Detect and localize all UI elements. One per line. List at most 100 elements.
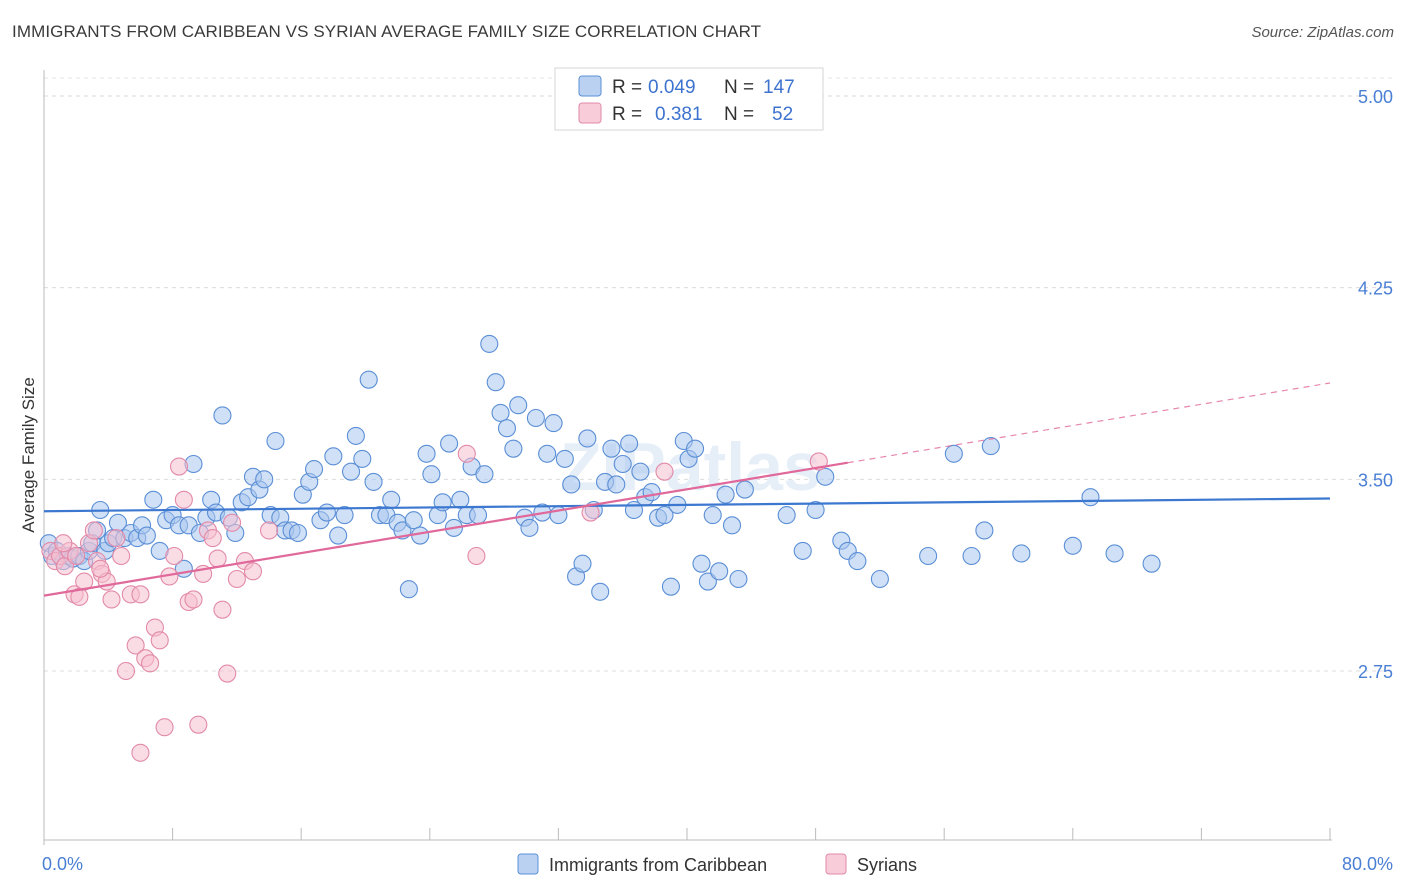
x-tick-label-1: 80.0% — [1342, 854, 1393, 874]
syrians-point-21 — [141, 654, 160, 673]
syrians-point-9 — [84, 521, 103, 540]
caribbean-point-93 — [562, 475, 581, 494]
caribbean-point-72 — [440, 434, 459, 453]
caribbean-point-42 — [266, 431, 285, 451]
stats-legend: R = 0.049 N = 147 R = 0.381 N = 52 — [554, 67, 824, 131]
caribbean-point-107 — [642, 483, 661, 502]
caribbean-point-129 — [848, 552, 867, 571]
caribbean-point-95 — [573, 554, 592, 573]
syrians-point-15 — [112, 546, 131, 566]
series-legend-label-caribbean: Immigrants from Caribbean — [549, 855, 767, 875]
syrians-point-42 — [259, 521, 279, 540]
syrians-point-41 — [243, 562, 263, 581]
caribbean-point-132 — [944, 444, 963, 463]
caribbean-point-33 — [213, 406, 232, 425]
syrians-point-13 — [102, 590, 121, 609]
caribbean-point-68 — [417, 444, 436, 463]
grid-lines — [44, 77, 1392, 672]
legend-swatch-blue — [578, 75, 602, 97]
caribbean-point-83 — [504, 439, 523, 458]
series-legend-swatch-syrians — [825, 853, 847, 875]
caribbean-point-89 — [538, 444, 557, 463]
caribbean-point-126 — [816, 467, 835, 486]
y-tick-label-0: 2.75 — [1358, 662, 1393, 682]
x-tick-label-0: 0.0% — [42, 854, 83, 874]
y-tick-label-2: 4.25 — [1358, 279, 1393, 299]
legend-n-value-pink: 52 — [772, 104, 793, 125]
syrians-point-24 — [155, 718, 174, 737]
caribbean-point-100 — [602, 439, 621, 458]
caribbean-point-46 — [288, 523, 308, 543]
syrians-point-45 — [581, 503, 600, 522]
caribbean-point-131 — [919, 546, 938, 566]
syrians-point-27 — [169, 457, 189, 476]
syrians-point-39 — [227, 569, 246, 589]
caribbean-point-119 — [716, 485, 735, 504]
caribbean-point-123 — [777, 506, 796, 525]
caribbean-point-67 — [411, 526, 430, 545]
caribbean-point-84 — [509, 396, 528, 415]
caribbean-point-133 — [962, 546, 981, 566]
caribbean-point-124 — [793, 541, 812, 560]
legend-n-value-blue: 147 — [763, 77, 795, 98]
caribbean-point-59 — [364, 472, 383, 491]
syrians-point-48 — [91, 559, 110, 578]
caribbean-point-86 — [520, 518, 539, 537]
legend-r-value-pink: 0.381 — [655, 104, 703, 125]
caribbean-point-52 — [324, 447, 343, 466]
caribbean-point-80 — [486, 373, 505, 392]
trend-line-syrians-extension — [847, 382, 1331, 464]
syrians-point-28 — [174, 490, 193, 509]
caribbean-point-117 — [703, 506, 722, 525]
caribbean-point-79 — [480, 334, 499, 353]
caribbean-point-40 — [255, 470, 274, 489]
caribbean-point-102 — [613, 454, 632, 474]
caribbean-point-54 — [335, 506, 354, 525]
caribbean-point-66 — [404, 511, 423, 530]
caribbean-point-118 — [710, 562, 729, 581]
series-legend-label-syrians: Syrians — [857, 855, 917, 875]
caribbean-point-116 — [698, 572, 717, 591]
syrians-point-36 — [213, 600, 232, 619]
syrians-point-23 — [150, 631, 169, 650]
caribbean-point-121 — [729, 569, 748, 589]
caribbean-point-65 — [399, 580, 418, 599]
syrians-point-18 — [126, 636, 145, 655]
caribbean-point-81 — [491, 403, 510, 422]
caribbean-point-139 — [1105, 544, 1124, 563]
caribbean-point-55 — [341, 462, 361, 481]
series-legend-swatch-caribbean — [517, 853, 539, 875]
chart-title: IMMIGRANTS FROM CARIBBEAN VS SYRIAN AVER… — [12, 22, 762, 41]
caribbean-point-114 — [685, 439, 705, 458]
caribbean-point-20 — [137, 526, 156, 545]
caribbean-point-115 — [692, 554, 711, 573]
syrians-point-30 — [184, 590, 203, 609]
caribbean-point-78 — [475, 465, 494, 484]
caribbean-point-125 — [806, 500, 825, 520]
caribbean-point-138 — [1081, 488, 1100, 507]
caribbean-point-105 — [631, 462, 650, 481]
chart-source: Source: ZipAtlas.com — [1251, 24, 1394, 41]
caribbean-point-62 — [382, 490, 401, 509]
syrians-point-19 — [131, 743, 150, 762]
caribbean-point-103 — [620, 434, 639, 453]
caribbean-point-96 — [578, 429, 597, 448]
series-legend: Immigrants from Caribbean Syrians — [517, 853, 917, 875]
caribbean-point-135 — [981, 437, 1000, 456]
x-tick-labels: 0.0% 80.0% — [42, 854, 1393, 874]
caribbean-point-98 — [591, 582, 610, 601]
y-tick-label-3: 5.00 — [1358, 87, 1393, 107]
caribbean-point-56 — [346, 426, 365, 445]
syrians-point-14 — [107, 529, 126, 548]
syrians-point-43 — [457, 444, 476, 463]
axes — [43, 70, 1332, 845]
caribbean-point-134 — [975, 521, 994, 540]
y-tick-labels: 2.75 3.50 4.25 5.00 — [1358, 87, 1393, 682]
syrians-point-38 — [223, 513, 242, 532]
caribbean-point-21 — [144, 490, 163, 509]
caribbean-point-90 — [544, 414, 563, 433]
legend-n-label-pink: N = — [724, 104, 754, 125]
caribbean-point-122 — [735, 480, 754, 499]
legend-r-label-blue: R = — [612, 77, 642, 98]
